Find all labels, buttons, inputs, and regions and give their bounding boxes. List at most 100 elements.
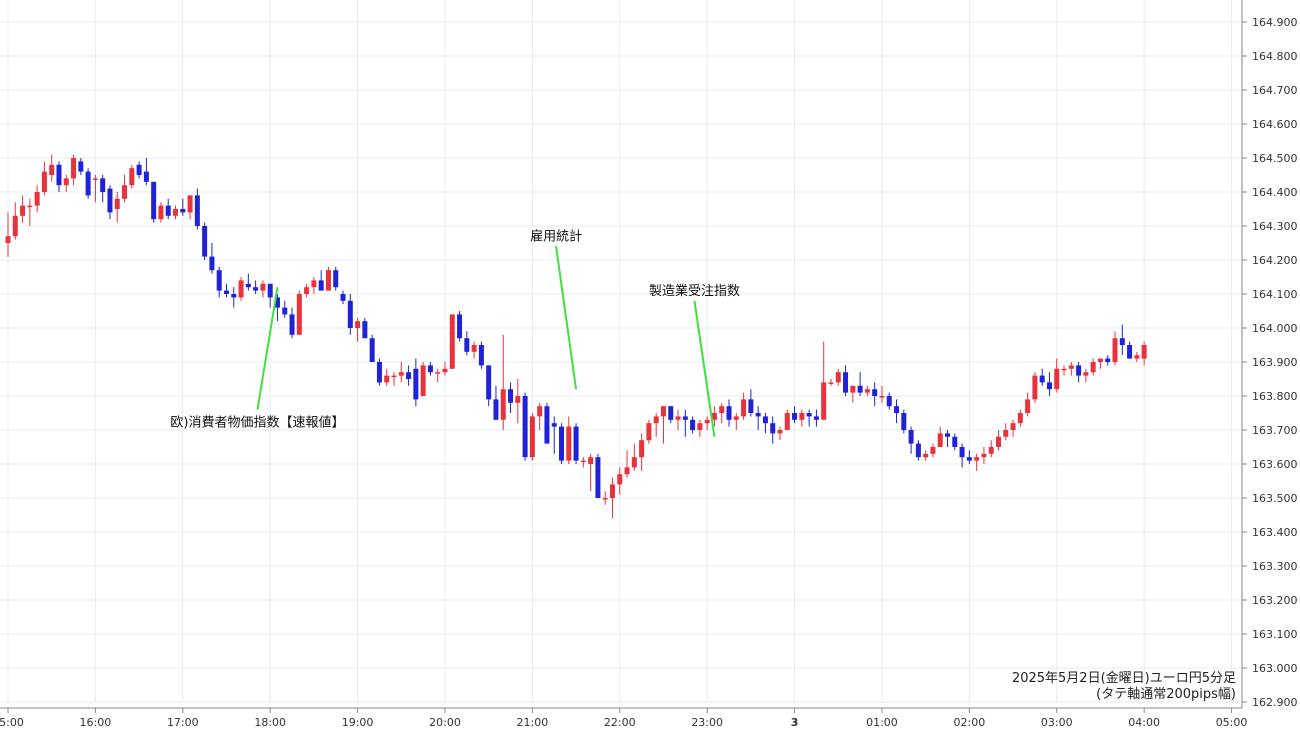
candle-body bbox=[879, 396, 885, 398]
y-tick-label: 163.000 bbox=[1252, 662, 1298, 675]
candle bbox=[981, 447, 987, 464]
x-tick-label: 01:00 bbox=[866, 716, 898, 729]
candle bbox=[1046, 372, 1052, 396]
candle-body bbox=[129, 168, 135, 186]
candle-body bbox=[442, 368, 448, 373]
candle bbox=[566, 416, 572, 464]
candle-body bbox=[1025, 399, 1031, 413]
candle-body bbox=[559, 426, 565, 461]
x-tick-label: 20:00 bbox=[429, 716, 461, 729]
y-tick-label: 164.600 bbox=[1252, 118, 1298, 131]
candle-body bbox=[588, 457, 594, 464]
annotation-label: 雇用統計 bbox=[530, 228, 582, 244]
candle bbox=[41, 161, 47, 196]
candle bbox=[209, 243, 215, 274]
x-tick-label: 15:00 bbox=[0, 716, 24, 729]
candle bbox=[690, 416, 696, 434]
candle-body bbox=[216, 270, 222, 291]
y-tick-label: 164.000 bbox=[1252, 322, 1298, 335]
candle-body bbox=[500, 389, 506, 420]
candle-body bbox=[937, 433, 943, 447]
annotation-label: 欧)消費者物価指数【速報値】 bbox=[170, 415, 344, 431]
candle bbox=[173, 205, 179, 220]
y-tick-label: 164.900 bbox=[1252, 16, 1298, 29]
candle-body bbox=[165, 205, 171, 216]
candle bbox=[762, 413, 768, 434]
candle bbox=[966, 450, 972, 464]
candle-body bbox=[427, 365, 433, 373]
candle bbox=[5, 212, 11, 257]
candle bbox=[923, 450, 929, 461]
candle-body bbox=[697, 423, 703, 430]
y-tick-label: 164.200 bbox=[1252, 254, 1298, 267]
candle-body bbox=[63, 178, 69, 186]
candle-body bbox=[1017, 413, 1023, 424]
candle bbox=[792, 406, 798, 424]
candle bbox=[660, 406, 666, 444]
candle-body bbox=[253, 287, 259, 291]
candle bbox=[595, 453, 601, 498]
candle-body bbox=[1068, 365, 1074, 369]
y-tick-label: 163.100 bbox=[1252, 628, 1298, 641]
candle bbox=[682, 409, 688, 437]
candle bbox=[741, 392, 747, 420]
candle bbox=[267, 283, 273, 308]
candle bbox=[1061, 365, 1067, 376]
annotation-line bbox=[693, 300, 716, 437]
candle-body bbox=[267, 283, 273, 298]
candle bbox=[945, 430, 951, 447]
y-tick-label: 163.300 bbox=[1252, 560, 1298, 573]
candle bbox=[202, 222, 208, 260]
y-tick-label: 164.300 bbox=[1252, 220, 1298, 233]
candle-body bbox=[406, 372, 412, 379]
candle-body bbox=[41, 171, 47, 192]
candle bbox=[165, 198, 171, 220]
candle bbox=[282, 300, 288, 318]
candle-body bbox=[930, 447, 936, 454]
candle bbox=[457, 311, 463, 342]
candle-body bbox=[136, 164, 142, 175]
candle-body bbox=[143, 171, 149, 182]
candle bbox=[1134, 351, 1140, 362]
candle bbox=[304, 283, 310, 298]
candle bbox=[63, 175, 69, 192]
candle bbox=[988, 440, 994, 458]
candle-body bbox=[886, 396, 892, 407]
candle bbox=[653, 413, 659, 437]
candle-body bbox=[864, 389, 870, 393]
candle bbox=[544, 402, 550, 444]
candle-body bbox=[1090, 362, 1096, 373]
candle-body bbox=[238, 280, 244, 298]
candle bbox=[333, 266, 339, 291]
y-tick-label: 164.100 bbox=[1252, 288, 1298, 301]
candle bbox=[624, 450, 630, 478]
y-tick-label: 163.600 bbox=[1252, 458, 1298, 471]
candle-body bbox=[573, 426, 579, 461]
candle bbox=[879, 385, 885, 403]
candle bbox=[245, 273, 251, 291]
candle bbox=[49, 154, 55, 182]
candle bbox=[901, 409, 907, 434]
candle bbox=[799, 409, 805, 427]
candle-body bbox=[12, 215, 18, 237]
candle-body bbox=[843, 372, 849, 393]
x-tick-label: 02:00 bbox=[954, 716, 986, 729]
candle-body bbox=[158, 205, 164, 220]
annotation-label: 製造業受注指数 bbox=[649, 283, 740, 299]
candle-body bbox=[675, 416, 681, 420]
candle bbox=[449, 314, 455, 369]
candle bbox=[114, 192, 120, 223]
candle-body bbox=[202, 226, 208, 257]
y-axis: 162.900 163.000 163.100 163.200 163.300 163.4… bbox=[1242, 16, 1298, 709]
candle bbox=[478, 341, 484, 369]
candle bbox=[253, 280, 259, 294]
candle bbox=[908, 426, 914, 454]
candle bbox=[413, 358, 419, 407]
candle bbox=[296, 290, 302, 335]
candle bbox=[1127, 341, 1133, 359]
candle bbox=[711, 406, 717, 427]
candle bbox=[609, 477, 615, 519]
candle-body bbox=[92, 178, 98, 180]
candle-body bbox=[56, 164, 62, 186]
